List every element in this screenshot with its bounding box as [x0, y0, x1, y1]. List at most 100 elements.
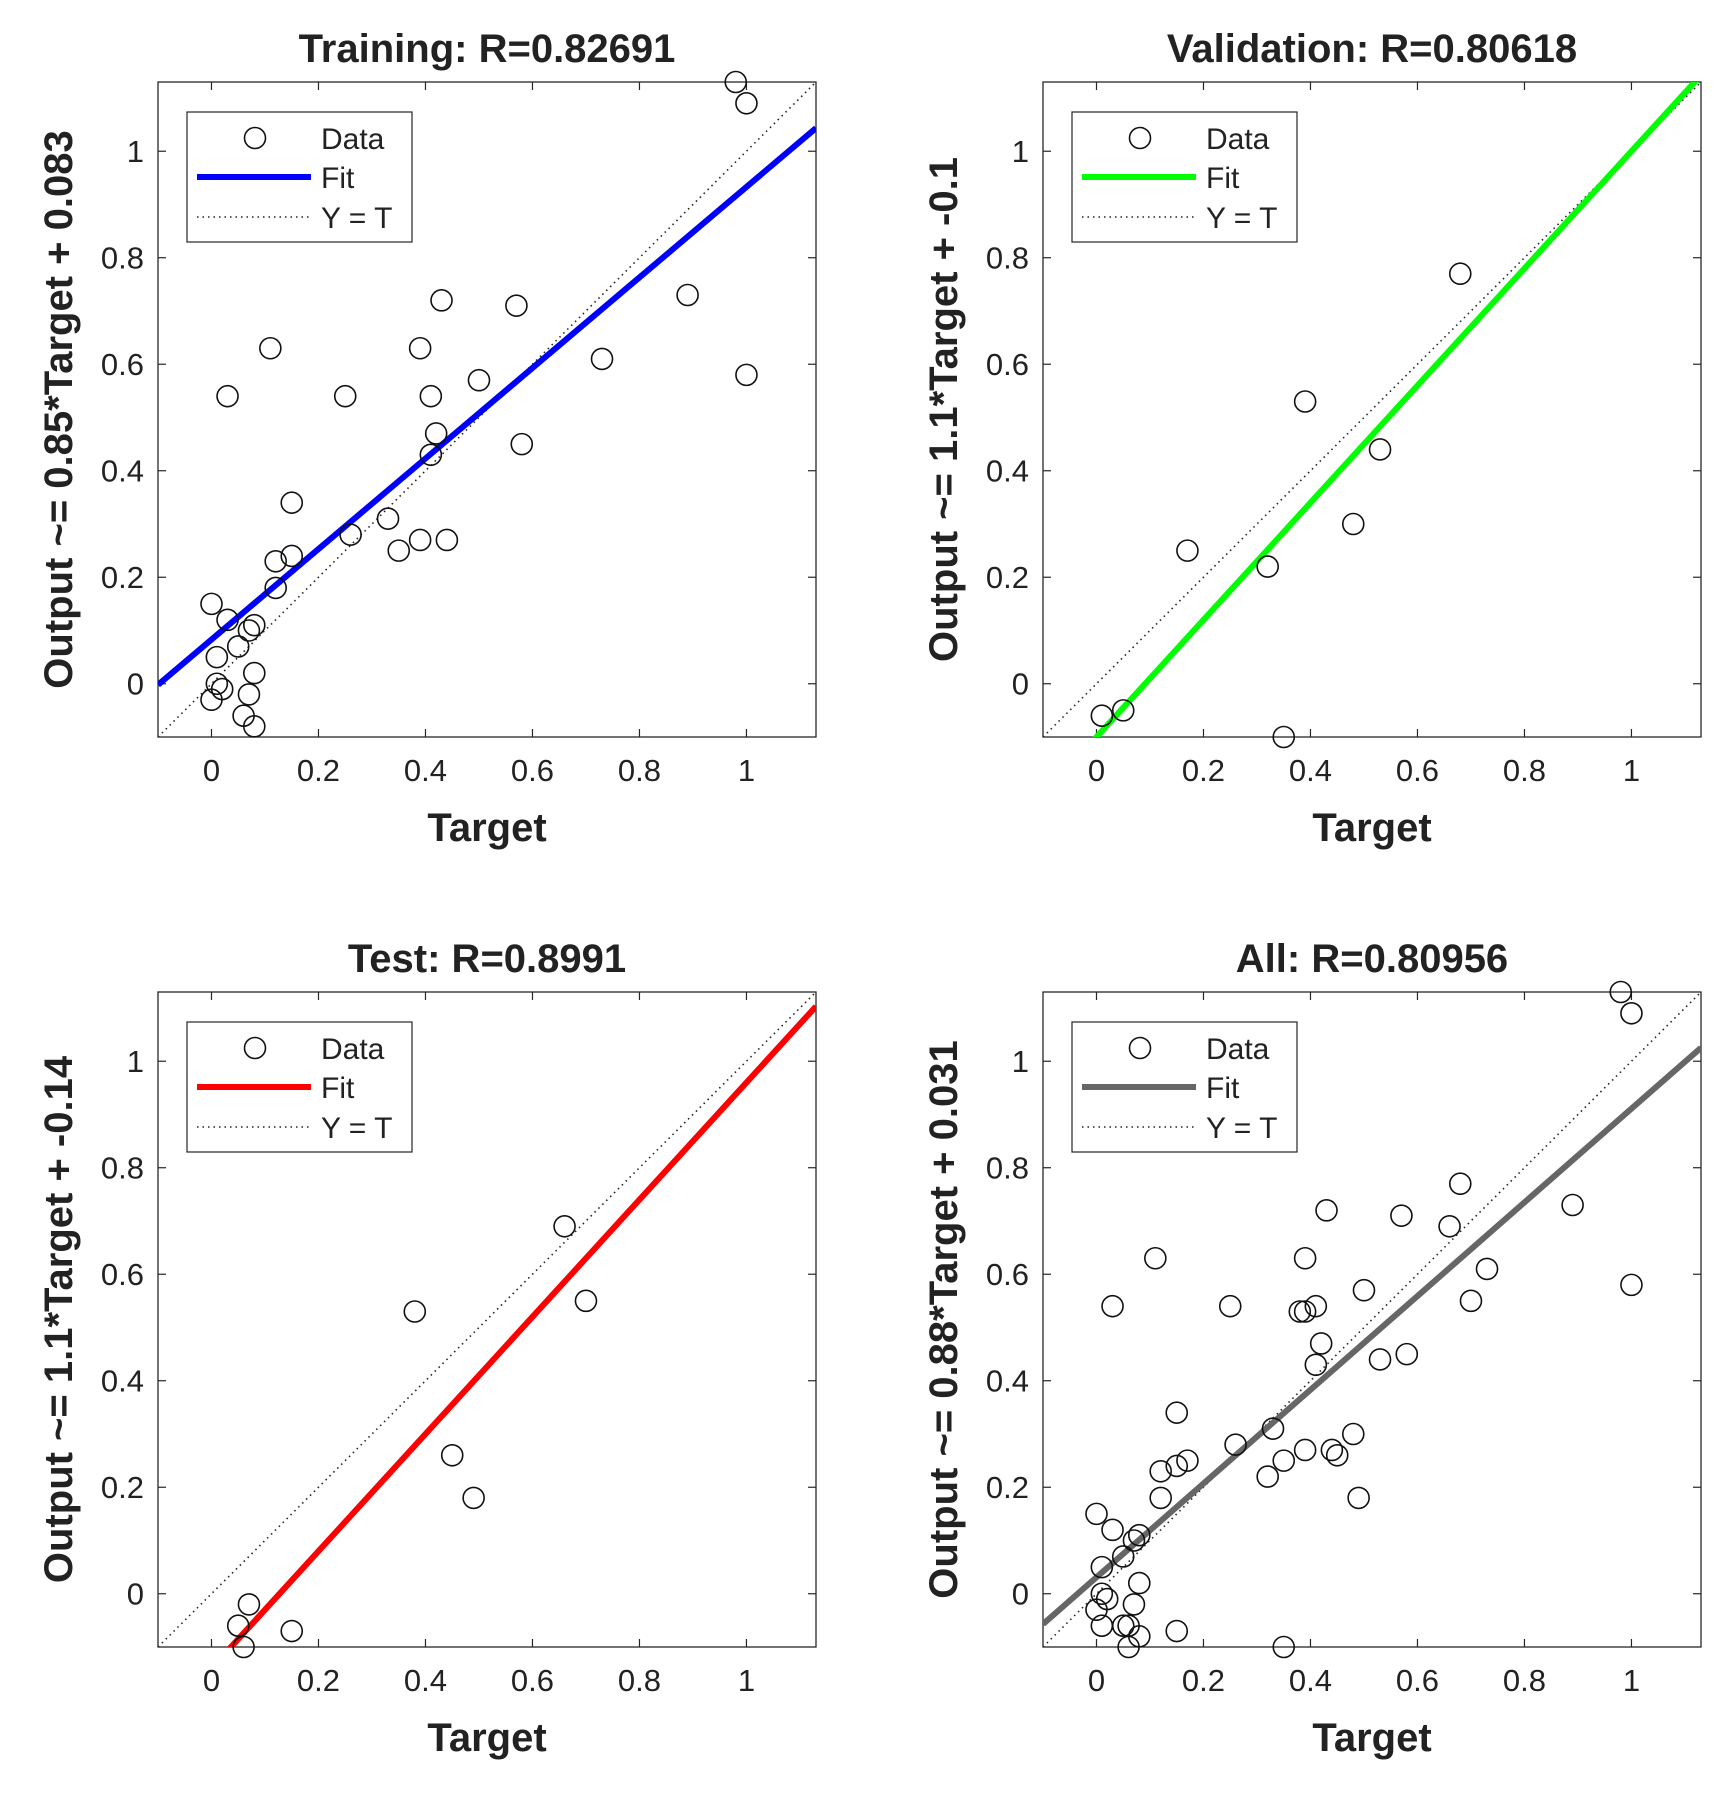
fit-line [226, 1004, 816, 1647]
data-point [376, 507, 400, 530]
data-point [424, 422, 448, 445]
data-point [1127, 1523, 1151, 1547]
data-point [280, 1619, 304, 1643]
plot-area [1043, 82, 1701, 737]
fit-line [158, 125, 816, 688]
y-tick-label: 0.8 [101, 241, 144, 276]
data-point [242, 715, 266, 738]
data-point [1609, 980, 1633, 1004]
y-tick-label: 0.4 [986, 454, 1029, 489]
data-point [462, 1486, 485, 1510]
data-point [590, 347, 614, 371]
data-point [237, 1593, 261, 1616]
data-point [1176, 539, 1199, 562]
plot-area [158, 992, 816, 1647]
data-point [1117, 1635, 1140, 1659]
x-tick-label: 0.6 [1396, 1663, 1439, 1698]
data-point [1122, 1593, 1146, 1616]
data-point [1293, 1438, 1317, 1462]
y-tick-label: 0.6 [986, 1257, 1029, 1292]
y-tick-label: 0.4 [101, 1364, 144, 1399]
data-point [1176, 1449, 1199, 1472]
data-point [1293, 1300, 1317, 1323]
legend-data-label: Data [1206, 1033, 1270, 1066]
y-tick-label: 0.8 [986, 241, 1029, 276]
x-tick-label: 0.8 [618, 753, 661, 788]
legend-data-marker [1128, 126, 1152, 150]
y-tick-label: 1 [127, 1044, 144, 1079]
y-tick-label: 0.4 [101, 454, 144, 489]
data-point [1288, 1300, 1312, 1323]
legend-identity-label: Y = T [1206, 202, 1277, 235]
legend: Data Fit Y = T [1071, 111, 1298, 243]
y-tick-label: 0.6 [101, 347, 144, 382]
identity-line [158, 992, 816, 1647]
legend: Data Fit Y = T [186, 1021, 413, 1153]
legend-data-label: Data [1206, 123, 1270, 156]
data-point [1448, 262, 1472, 286]
legend-data-marker [243, 126, 267, 150]
legend-data-marker [1128, 1036, 1152, 1060]
y-tick-label: 0.2 [986, 1470, 1029, 1505]
data-point [1165, 1401, 1189, 1424]
data-point [1390, 1204, 1413, 1227]
data-point [1111, 1545, 1135, 1568]
data-point [1111, 699, 1135, 722]
x-tick-label: 0.2 [1182, 753, 1225, 788]
x-axis-label: Target [1312, 806, 1431, 850]
data-point [467, 368, 491, 392]
data-point [232, 1635, 255, 1659]
chart-title: Test: R=0.8991 [348, 937, 626, 981]
x-tick-label: 0.4 [404, 753, 447, 788]
y-tick-label: 0.4 [986, 1364, 1029, 1399]
data-point [1272, 725, 1296, 749]
y-tick-label: 0.6 [101, 1257, 144, 1292]
x-tick-label: 0.6 [1396, 753, 1439, 788]
data-point [408, 528, 432, 552]
x-tick-label: 0 [1088, 1663, 1105, 1698]
x-tick-label: 0.6 [511, 753, 554, 788]
data-point [226, 635, 250, 658]
data-point [1561, 1193, 1584, 1217]
y-tick-label: 0 [1012, 1577, 1029, 1612]
data-point [1395, 1342, 1419, 1366]
legend-data-marker [243, 1036, 267, 1060]
data-point [1149, 1486, 1172, 1510]
data-point [1438, 1215, 1461, 1238]
identity-line [1043, 82, 1701, 737]
data-point [280, 491, 304, 514]
chart-title: All: R=0.80956 [1236, 937, 1508, 981]
data-point [735, 92, 758, 115]
data-point [1127, 1571, 1151, 1595]
y-tick-label: 1 [1012, 134, 1029, 169]
data-point [226, 1614, 250, 1637]
data-point [1144, 1246, 1167, 1270]
plot-area [158, 82, 816, 737]
data-point [419, 384, 443, 408]
data-point [1620, 1273, 1643, 1297]
x-tick-label: 0.4 [1289, 1663, 1332, 1698]
data-point [1368, 438, 1392, 461]
data-point [724, 70, 748, 94]
legend-identity-label: Y = T [1206, 1112, 1277, 1145]
data-point [435, 528, 459, 552]
data-point [205, 645, 229, 669]
identity-line [158, 82, 816, 737]
legend-data-label: Data [321, 123, 385, 156]
legend-data-label: Data [321, 1033, 385, 1066]
identity-line [1043, 992, 1701, 1647]
data-point [1320, 1438, 1344, 1462]
x-tick-label: 0.8 [1503, 1663, 1546, 1698]
x-axis-label: Target [427, 1716, 546, 1760]
data-point [419, 443, 443, 467]
y-tick-label: 0.6 [986, 347, 1029, 382]
data-point [1165, 1619, 1189, 1643]
data-point [1101, 1294, 1124, 1318]
chart-test: 0 0.2 0.4 0.6 0.8 1 0 0.2 0.4 0.6 0.8 1 Data Fit Y = T… [37, 937, 817, 1760]
legend-fit-label: Fit [321, 1072, 355, 1105]
data-point [1272, 1449, 1296, 1472]
x-tick-label: 1 [738, 1663, 755, 1698]
x-tick-label: 0 [1088, 753, 1105, 788]
data-point [1090, 704, 1114, 727]
